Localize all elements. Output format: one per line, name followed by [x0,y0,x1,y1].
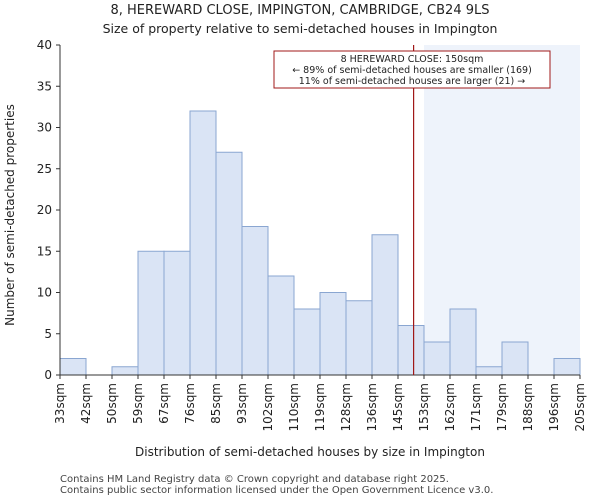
bar-93sqm [241,226,269,376]
highlight-region [424,45,580,375]
x-tick-label-205sqm: 205sqm [573,383,587,431]
bar-76sqm [189,110,217,376]
x-tick-label-59sqm: 59sqm [131,383,145,424]
x-tick-label-136sqm: 136sqm [365,383,379,431]
x-tick-label-188sqm: 188sqm [521,383,535,431]
chart-title: 8, HEREWARD CLOSE, IMPINGTON, CAMBRIDGE,… [110,3,490,18]
y-axis-label: Number of semi-detached properties [3,104,17,326]
y-tick-label-25: 25 [37,162,52,176]
y-tick-label-10: 10 [37,286,52,300]
x-tick-label-119sqm: 119sqm [313,383,327,431]
x-tick-label-162sqm: 162sqm [443,383,457,431]
x-tick-label-93sqm: 93sqm [235,383,249,424]
x-tick-label-128sqm: 128sqm [339,383,353,431]
bar-102sqm [267,275,295,376]
annotation-box [273,50,551,89]
annotation-line-2: ← 89% of semi-detached houses are smalle… [292,65,532,76]
chart-subtitle: Size of property relative to semi-detach… [102,21,498,36]
footer-licence: Contains public sector information licen… [60,485,494,496]
y-tick-label-5: 5 [44,327,52,341]
bar-119sqm [319,292,347,376]
y-tick-label-0: 0 [44,368,52,382]
y-tick-label-35: 35 [37,79,52,93]
bar-59sqm [137,250,165,376]
bar-179sqm [501,341,529,376]
y-tick-label-15: 15 [37,244,52,258]
bar-153sqm [423,341,451,376]
y-tick-label-30: 30 [37,121,52,135]
x-tick-label-102sqm: 102sqm [261,383,275,431]
bar-67sqm [163,250,191,376]
bar-136sqm [371,234,399,376]
x-tick-label-145sqm: 145sqm [391,383,405,431]
y-tick-label-20: 20 [37,203,52,217]
bar-110sqm [293,308,321,376]
bar-196sqm [553,358,581,376]
x-tick-label-110sqm: 110sqm [287,383,301,431]
x-tick-label-171sqm: 171sqm [469,383,483,431]
x-tick-label-67sqm: 67sqm [157,383,171,424]
bar-171sqm [475,366,503,376]
annotation-line-3: 11% of semi-detached houses are larger (… [299,76,526,87]
x-tick-label-153sqm: 153sqm [417,383,431,431]
bar-145sqm [397,325,425,376]
bar-162sqm [449,308,477,376]
x-tick-label-76sqm: 76sqm [183,383,197,424]
bar-85sqm [215,151,243,376]
x-tick-label-50sqm: 50sqm [105,383,119,424]
footer-copyright: Contains HM Land Registry data © Crown c… [60,474,449,485]
x-tick-label-33sqm: 33sqm [53,383,67,424]
x-axis-label: Distribution of semi-detached houses by … [135,445,485,459]
bar-50sqm [111,366,139,376]
bar-128sqm [345,300,373,376]
x-tick-label-179sqm: 179sqm [495,383,509,431]
x-tick-label-42sqm: 42sqm [79,383,93,424]
y-tick-label-40: 40 [37,38,52,52]
x-tick-label-196sqm: 196sqm [547,383,561,431]
bar-33sqm [59,358,87,376]
annotation-line-1: 8 HEREWARD CLOSE: 150sqm [341,54,484,65]
x-tick-label-85sqm: 85sqm [209,383,223,424]
